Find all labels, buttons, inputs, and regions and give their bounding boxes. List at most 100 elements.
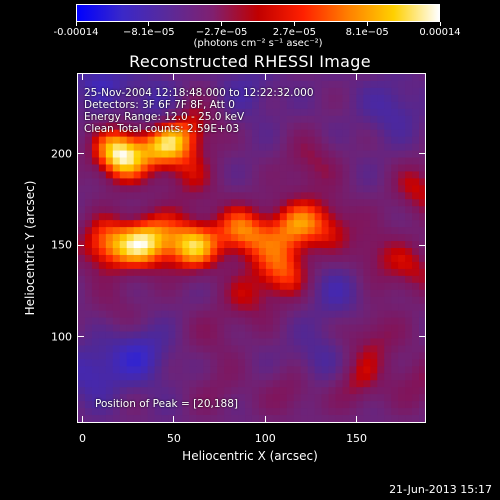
heatmap-cell bbox=[412, 122, 420, 131]
heatmap-cell bbox=[293, 157, 302, 165]
heatmap-cell bbox=[84, 248, 93, 256]
heatmap-cell bbox=[251, 387, 260, 395]
colorbar-tick-label: 8.1e−05 bbox=[345, 27, 389, 38]
heatmap-cell bbox=[147, 289, 156, 298]
heatmap-cell bbox=[356, 303, 364, 312]
colorbar-tick bbox=[366, 22, 368, 26]
heatmap-cell bbox=[168, 164, 176, 172]
heatmap-cell bbox=[384, 331, 392, 339]
heatmap-cell bbox=[356, 282, 364, 291]
heatmap-cell bbox=[328, 387, 337, 395]
heatmap-cell bbox=[321, 387, 330, 395]
heatmap-cell bbox=[293, 206, 302, 214]
heatmap-cell bbox=[321, 415, 330, 422]
heatmap-cell bbox=[321, 171, 330, 179]
heatmap-cell bbox=[84, 296, 93, 305]
heatmap-cell bbox=[224, 331, 232, 339]
y-axis-label: Heliocentric Y (arcsec) bbox=[23, 180, 37, 316]
heatmap-cell bbox=[321, 401, 330, 409]
heatmap-cell bbox=[140, 171, 149, 179]
heatmap-cell bbox=[300, 401, 309, 409]
heatmap-cell bbox=[419, 394, 425, 402]
heatmap-cell bbox=[321, 74, 330, 82]
heatmap-cell bbox=[175, 199, 183, 207]
heatmap-cell bbox=[314, 352, 323, 360]
heatmap-cell bbox=[126, 394, 135, 402]
heatmap-cell bbox=[105, 408, 114, 416]
heatmap-cell bbox=[175, 359, 183, 367]
heatmap-cell bbox=[112, 241, 121, 249]
x-tick-label: 50 bbox=[166, 432, 181, 445]
heatmap-cell bbox=[112, 394, 121, 402]
heatmap-cell bbox=[245, 122, 253, 131]
heatmap-cell bbox=[91, 275, 100, 284]
heatmap-cell bbox=[251, 227, 260, 235]
heatmap-cell bbox=[272, 178, 281, 186]
heatmap-cell bbox=[349, 303, 357, 312]
heatmap-cell bbox=[175, 80, 183, 89]
heatmap-cell bbox=[293, 254, 302, 263]
heatmap-cell bbox=[168, 178, 176, 186]
heatmap-cell bbox=[384, 415, 392, 422]
heatmap-cell bbox=[321, 115, 330, 124]
y-axis-tick bbox=[77, 153, 84, 155]
heatmap-cell bbox=[133, 289, 142, 298]
heatmap-cell bbox=[105, 213, 114, 221]
heatmap-cell bbox=[196, 282, 204, 291]
heatmap-cell bbox=[272, 401, 281, 409]
heatmap-cell bbox=[112, 122, 121, 131]
heatmap-cell bbox=[349, 345, 357, 353]
heatmap-cell bbox=[78, 206, 86, 214]
heatmap-cell bbox=[335, 164, 343, 172]
heatmap-cell bbox=[349, 317, 357, 326]
heatmap-cell bbox=[272, 317, 281, 326]
heatmap-cell bbox=[412, 345, 420, 353]
heatmap-cell bbox=[98, 178, 107, 186]
heatmap-cell bbox=[224, 178, 232, 186]
heatmap-cell bbox=[168, 206, 176, 214]
heatmap-cell bbox=[314, 206, 323, 214]
heatmap-cell bbox=[245, 157, 253, 165]
heatmap-cell bbox=[391, 282, 399, 291]
heatmap-cell bbox=[405, 373, 413, 381]
heatmap-cell bbox=[91, 289, 100, 298]
heatmap-cell bbox=[342, 401, 350, 409]
heatmap-cell bbox=[272, 296, 281, 305]
heatmap-cell bbox=[105, 310, 114, 319]
heatmap-cell bbox=[126, 310, 135, 319]
heatmap-cell bbox=[105, 122, 114, 131]
heatmap-cell bbox=[405, 122, 413, 131]
heatmap-cell bbox=[105, 164, 114, 172]
heatmap-cell bbox=[182, 268, 190, 277]
heatmap-cell bbox=[175, 289, 183, 298]
heatmap-cell bbox=[286, 401, 295, 409]
heatmap-cell bbox=[377, 310, 385, 319]
heatmap-cell bbox=[349, 275, 357, 284]
heatmap-cell bbox=[78, 80, 86, 89]
heatmap-cell bbox=[258, 261, 267, 270]
heatmap-cell bbox=[363, 178, 371, 186]
colorbar-tick-label: −2.7e−05 bbox=[195, 27, 248, 38]
heatmap-cell bbox=[161, 359, 169, 367]
heatmap-cell bbox=[258, 387, 267, 395]
heatmap-cell bbox=[405, 101, 413, 110]
heatmap-cell bbox=[405, 136, 413, 145]
heatmap-cell bbox=[356, 373, 364, 381]
heatmap-cell bbox=[161, 143, 169, 152]
heatmap-cell bbox=[419, 143, 425, 152]
heatmap-cell bbox=[412, 359, 420, 367]
heatmap-cell bbox=[370, 143, 378, 152]
heatmap-cell bbox=[126, 206, 135, 214]
heatmap-cell bbox=[196, 234, 204, 242]
heatmap-cell bbox=[419, 199, 425, 207]
heatmap-cell bbox=[377, 185, 385, 193]
heatmap-cell bbox=[224, 157, 232, 165]
heatmap-cell bbox=[119, 227, 128, 235]
heatmap-cell bbox=[78, 122, 86, 131]
heatmap-cell bbox=[412, 150, 420, 159]
heatmap-cell bbox=[238, 101, 246, 110]
heatmap-cell bbox=[203, 164, 211, 172]
heatmap-cell bbox=[293, 129, 302, 138]
heatmap-cell bbox=[238, 241, 246, 249]
heatmap-cell bbox=[91, 282, 100, 291]
